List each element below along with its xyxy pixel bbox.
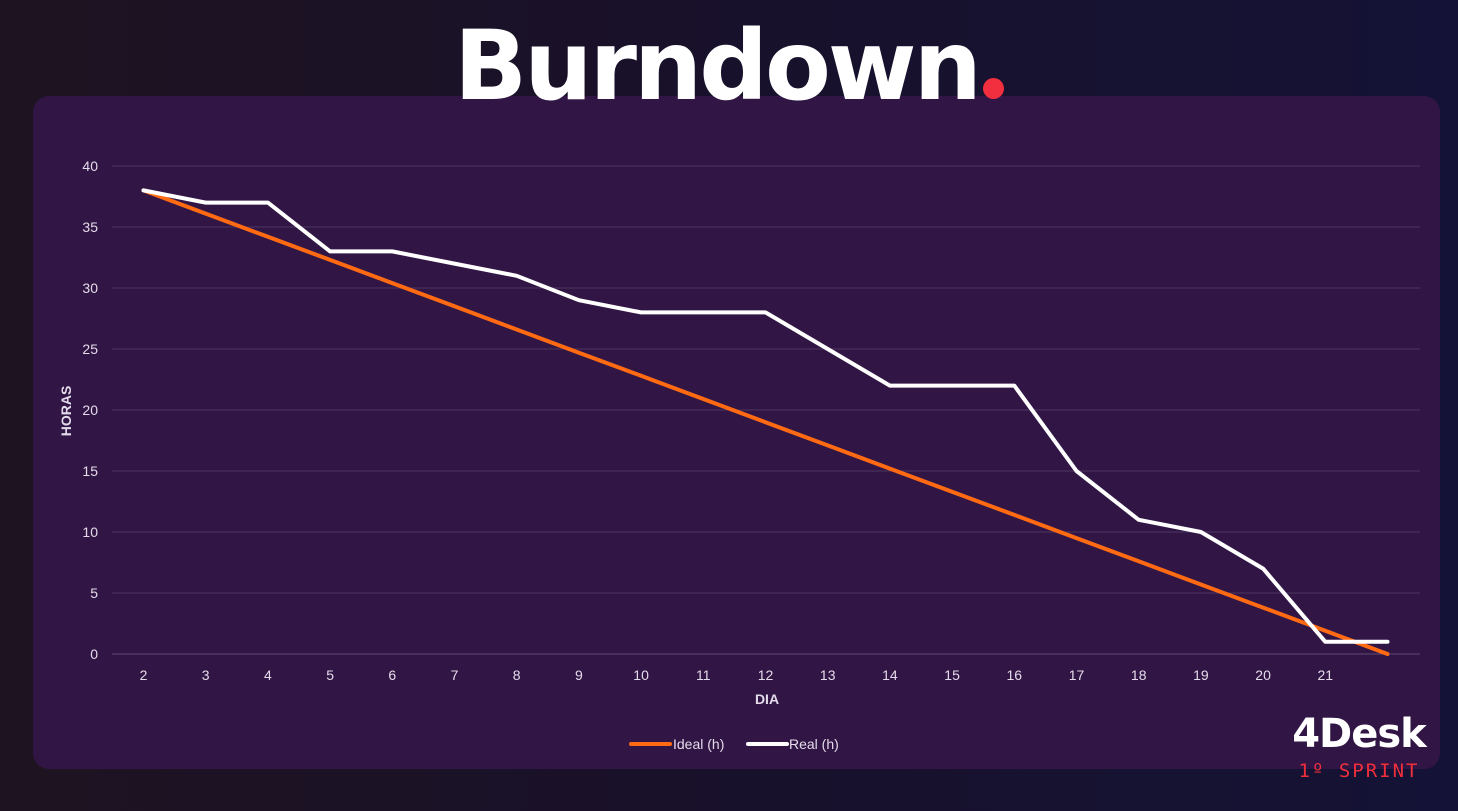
legend: Ideal (h) Real (h) bbox=[629, 736, 839, 752]
series-line-real bbox=[141, 188, 1390, 644]
page-title: Burndown bbox=[454, 18, 1004, 114]
y-tick-label: 35 bbox=[82, 219, 98, 235]
y-tick-label: 15 bbox=[82, 463, 98, 479]
y-tick-label: 5 bbox=[90, 585, 98, 601]
y-tick-label: 25 bbox=[82, 341, 98, 357]
legend-item-ideal[interactable]: Ideal (h) bbox=[629, 736, 724, 752]
x-tick-label: 9 bbox=[575, 667, 583, 683]
y-tick-label: 10 bbox=[82, 524, 98, 540]
x-tick-label: 11 bbox=[696, 667, 711, 683]
x-tick-label: 20 bbox=[1255, 667, 1271, 683]
brand-block: 4Desk 1º SPRINT bbox=[1270, 714, 1448, 782]
series-line-ideal bbox=[141, 188, 1390, 656]
y-axis-title: HORAS bbox=[58, 386, 74, 437]
series-lines bbox=[141, 188, 1390, 656]
x-axis-ticks: 2 3 4 5 6 7 8 9 10 11 12 13 14 15 16 17 18 19 20 21 bbox=[140, 667, 1334, 683]
gridlines bbox=[112, 165, 1420, 655]
y-tick-label: 40 bbox=[82, 158, 98, 174]
x-tick-label: 5 bbox=[326, 667, 334, 683]
x-tick-label: 7 bbox=[451, 667, 459, 683]
title-accent-dot bbox=[982, 78, 1004, 99]
page-title-text: Burndown bbox=[454, 10, 982, 122]
sprint-label: 1º SPRINT bbox=[1298, 760, 1420, 782]
brand-logo-text: 4Desk bbox=[1292, 711, 1427, 757]
x-tick-label: 6 bbox=[388, 667, 396, 683]
x-tick-label: 4 bbox=[264, 667, 272, 683]
legend-label-real: Real (h) bbox=[789, 736, 839, 752]
x-tick-label: 17 bbox=[1069, 667, 1085, 683]
legend-item-real[interactable]: Real (h) bbox=[746, 736, 839, 752]
x-tick-label: 2 bbox=[140, 667, 148, 683]
title-container: Burndown bbox=[0, 18, 1458, 114]
x-tick-label: 12 bbox=[758, 667, 774, 683]
x-tick-label: 18 bbox=[1131, 667, 1147, 683]
x-tick-label: 13 bbox=[820, 667, 836, 683]
x-tick-label: 16 bbox=[1007, 667, 1023, 683]
x-tick-label: 21 bbox=[1318, 667, 1334, 683]
x-tick-label: 8 bbox=[513, 667, 521, 683]
legend-label-ideal: Ideal (h) bbox=[673, 736, 724, 752]
y-axis-ticks: 0 5 10 15 20 25 30 35 40 bbox=[82, 158, 98, 662]
x-tick-label: 15 bbox=[944, 667, 960, 683]
x-tick-label: 14 bbox=[882, 667, 898, 683]
y-tick-label: 30 bbox=[82, 280, 98, 296]
y-tick-label: 20 bbox=[82, 402, 98, 418]
y-tick-label: 0 bbox=[90, 646, 98, 662]
x-tick-label: 10 bbox=[633, 667, 649, 683]
x-tick-label: 19 bbox=[1193, 667, 1209, 683]
chart-card bbox=[33, 96, 1440, 769]
x-axis-title: DIA bbox=[755, 691, 779, 707]
x-tick-label: 3 bbox=[202, 667, 210, 683]
